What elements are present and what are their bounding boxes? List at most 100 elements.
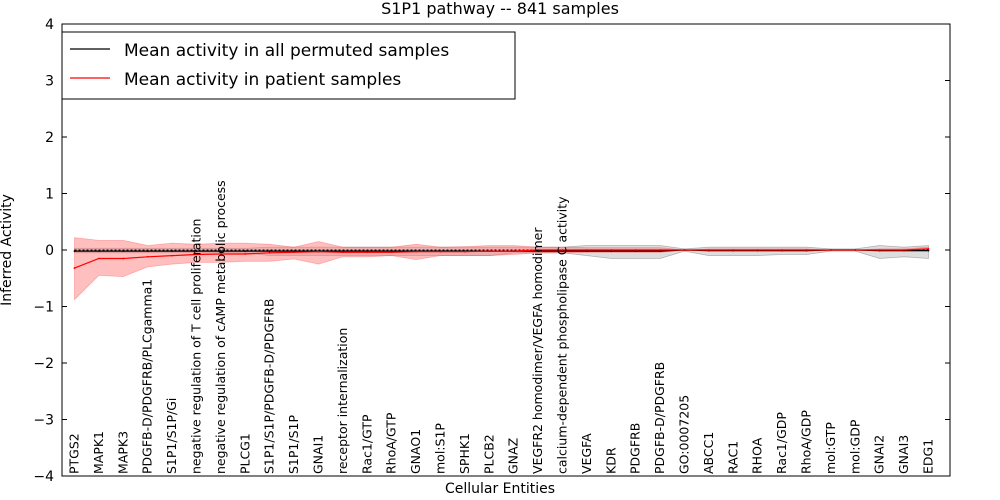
point-patient-17	[488, 250, 491, 253]
y-tick-label: 0	[45, 243, 54, 259]
y-tick-label: 1	[45, 187, 54, 203]
point-patient-9	[293, 251, 295, 254]
point-patient-30	[805, 249, 808, 251]
category-label: PLCG1	[237, 433, 252, 474]
category-labels: PTGS2 MAPK1 MAPK3 PDGFB-D/PDGFRB/PLCgamma1 S…	[67, 180, 936, 474]
category-label: GNAI2	[872, 435, 887, 474]
point-patient-29	[781, 249, 783, 251]
y-tick-label: −1	[33, 300, 54, 316]
point-patient-0	[73, 267, 76, 269]
legend-entry-permuted: Mean activity in all permuted samples	[124, 41, 449, 61]
point-patient-34	[903, 249, 905, 251]
point-permuted-1	[98, 250, 100, 253]
point-patient-2	[122, 257, 125, 260]
category-label: RhoA/GTP	[384, 412, 399, 474]
x-axis-label: Cellular Entities	[445, 481, 555, 497]
category-label: ABCC1	[701, 432, 716, 474]
point-patient-10	[317, 250, 320, 253]
y-tick-label: 2	[45, 130, 54, 146]
point-permuted-3	[146, 250, 149, 253]
category-label: GNAO1	[408, 429, 423, 474]
category-label: RhoA/GDP	[799, 410, 814, 474]
category-label: GNAI3	[896, 435, 911, 474]
series-lines	[73, 247, 930, 269]
category-label: S1P1/S1P	[286, 415, 301, 474]
category-label: negative regulation of cAMP metabolic pr…	[213, 180, 228, 474]
category-label: SPHK1	[457, 433, 472, 474]
point-patient-26	[708, 249, 710, 251]
y-axis-label: Inferred Activity	[0, 194, 15, 306]
point-patient-23	[634, 249, 637, 251]
legend-box	[61, 31, 516, 100]
point-patient-14	[415, 250, 417, 253]
point-patient-7	[244, 253, 247, 255]
category-label: negative regulation of T cell proliferat…	[189, 219, 204, 474]
category-label: PDGFRB	[628, 423, 643, 474]
point-permuted-0	[73, 250, 76, 253]
category-label: PLCB2	[481, 434, 496, 474]
point-patient-22	[610, 249, 613, 251]
point-permuted-35	[927, 249, 930, 252]
legend-entry-patient: Mean activity in patient samples	[124, 70, 401, 90]
point-permuted-7	[244, 250, 247, 253]
y-tick-label: −3	[33, 413, 54, 429]
chart-title: S1P1 pathway -- 841 samples	[381, 0, 619, 18]
point-patient-33	[878, 249, 881, 251]
point-permuted-6	[220, 250, 222, 253]
point-permuted-5	[195, 250, 198, 253]
legend: Mean activity in all permuted samples Me…	[61, 31, 516, 100]
category-label: mol:S1P	[433, 423, 448, 474]
point-patient-32	[854, 249, 857, 251]
point-patient-24	[659, 249, 661, 251]
y-tick-label: 3	[45, 74, 54, 90]
category-label: S1P1/S1P/PDGFB-D/PDGFRB	[262, 299, 277, 475]
point-patient-27	[732, 249, 735, 251]
point-patient-6	[220, 253, 222, 255]
category-label: MAPK3	[115, 431, 130, 474]
category-label: PDGFB-D/PDGFRB	[652, 362, 667, 474]
point-patient-35	[927, 247, 930, 250]
category-label: GNAZ	[506, 438, 521, 474]
y-axis: 4 3 2 1 0 −1 −2 −3 −4	[33, 17, 950, 485]
point-patient-4	[171, 254, 174, 257]
point-patient-28	[756, 249, 759, 251]
point-permuted-4	[171, 250, 174, 253]
point-patient-8	[268, 251, 271, 254]
category-label: GNAI1	[311, 435, 326, 474]
point-patient-19	[537, 249, 539, 251]
category-label: receptor internalization	[335, 328, 350, 474]
category-label: calcium-dependent phospholipase C activi…	[555, 196, 570, 474]
point-patient-20	[561, 249, 564, 251]
category-label: PDGFB-D/PDGFRB/PLCgamma1	[140, 279, 155, 474]
category-label: EDG1	[921, 439, 936, 474]
point-patient-15	[439, 250, 442, 253]
point-patient-11	[342, 251, 344, 254]
point-patient-18	[512, 250, 515, 253]
confidence-bands	[74, 237, 929, 301]
point-patient-13	[390, 251, 393, 254]
category-label: PTGS2	[67, 433, 82, 474]
line-patient	[74, 248, 929, 269]
category-label: GO:0007205	[677, 395, 692, 474]
y-tick-label: 4	[45, 17, 54, 33]
y-tick-label: −4	[33, 469, 54, 485]
point-patient-31	[830, 249, 832, 251]
category-label: VEGFA	[579, 433, 594, 474]
category-label: RAC1	[725, 441, 740, 474]
category-label: mol:GDP	[847, 419, 862, 474]
category-label: MAPK1	[91, 431, 106, 474]
point-patient-16	[464, 250, 466, 253]
category-label: VEGFR2 homodimer/VEGFA homodimer	[530, 227, 545, 474]
category-label: KDR	[603, 447, 618, 474]
point-patient-12	[366, 251, 369, 254]
category-label: mol:GTP	[823, 422, 838, 474]
category-label: S1P1/S1P/Gi	[164, 398, 179, 474]
category-label: RHOA	[750, 437, 765, 474]
point-patient-25	[683, 249, 686, 251]
point-patient-21	[586, 249, 588, 251]
category-label: Rac1/GTP	[359, 414, 374, 474]
point-permuted-2	[122, 250, 125, 253]
point-patient-1	[98, 257, 100, 260]
point-permuted-8	[268, 250, 271, 253]
